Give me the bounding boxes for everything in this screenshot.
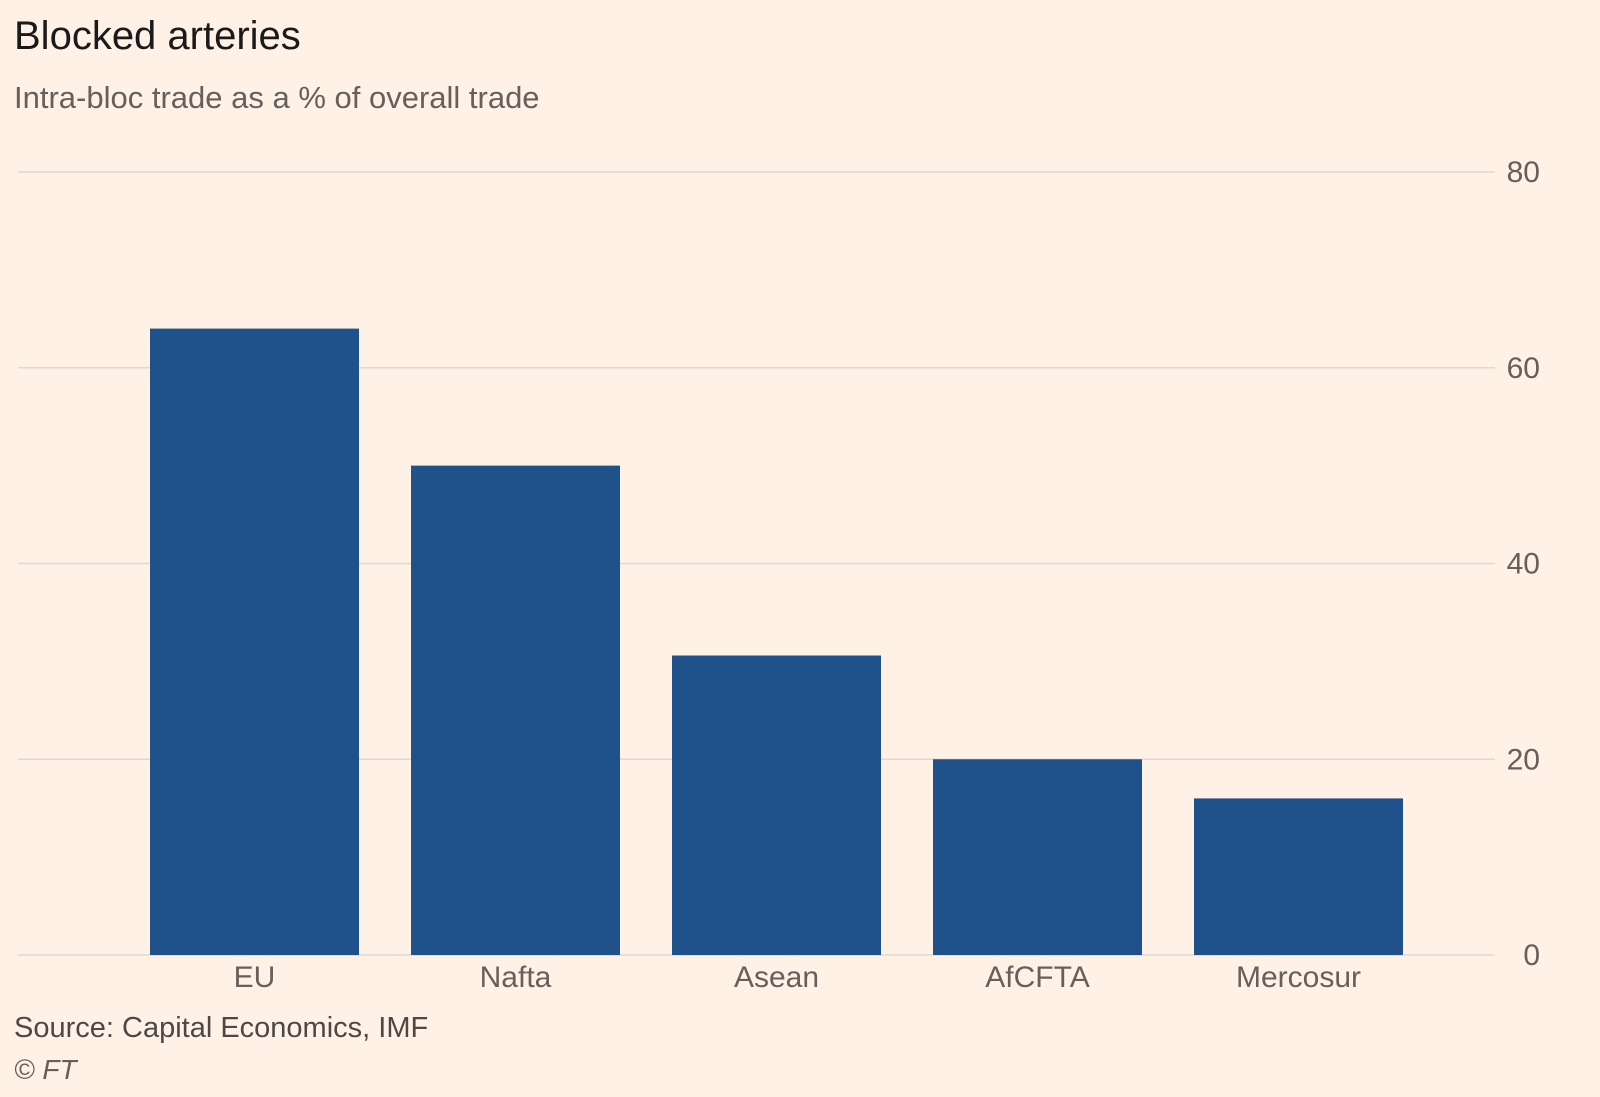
x-tick-label-afcfta: AfCFTA [985, 961, 1089, 994]
x-tick-label-asean: Asean [734, 961, 819, 994]
y-tick-label-0: 0 [1523, 939, 1540, 972]
x-tick-label-nafta: Nafta [480, 961, 552, 994]
chart-subtitle: Intra-bloc trade as a % of overall trade [14, 80, 540, 115]
source-note: Source: Capital Economics, IMF [14, 1012, 429, 1044]
bar-asean [672, 655, 881, 955]
y-tick-label-60: 60 [1507, 352, 1540, 385]
y-tick-label-40: 40 [1507, 548, 1540, 581]
copyright-note: © FT [14, 1054, 77, 1085]
y-axis-ticks: 0 20 40 60 80 [1507, 156, 1540, 972]
x-axis-ticks: EU Nafta Asean AfCFTA Mercosur [234, 961, 1361, 994]
bar-eu [150, 328, 359, 956]
bar-mercosur [1194, 798, 1403, 955]
chart-title: Blocked arteries [14, 14, 301, 58]
x-tick-label-eu: EU [234, 961, 276, 994]
y-tick-label-80: 80 [1507, 156, 1540, 189]
y-tick-label-20: 20 [1507, 743, 1540, 776]
x-tick-label-mercosur: Mercosur [1236, 961, 1361, 994]
bars [150, 328, 1403, 956]
bar-afcfta [933, 759, 1142, 955]
bar-nafta [411, 465, 620, 955]
